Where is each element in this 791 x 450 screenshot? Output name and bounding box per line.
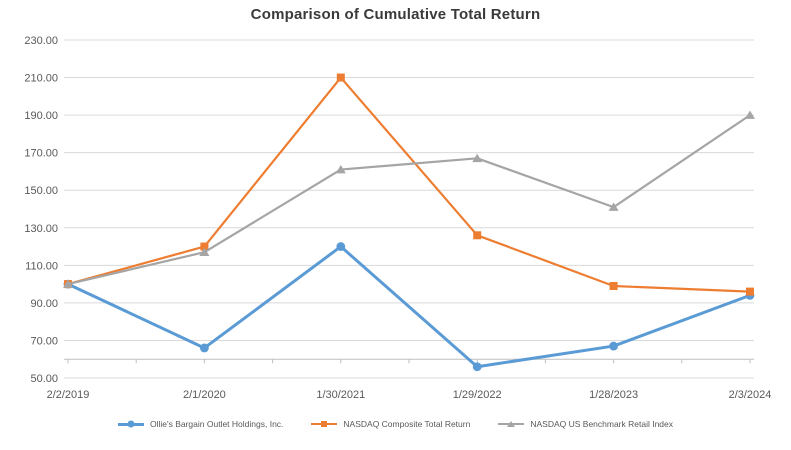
marker-circle <box>336 242 346 251</box>
marker-circle <box>472 362 482 372</box>
legend-item: NASDAQ US Benchmark Retail Index <box>498 419 673 429</box>
legend-label: Ollie's Bargain Outlet Holdings, Inc. <box>149 419 284 429</box>
y-tick-label: 170.00 <box>24 148 58 160</box>
x-tick-label: 1/30/2021 <box>316 389 365 401</box>
legend-marker-circle <box>127 420 135 428</box>
marker-square <box>746 287 754 296</box>
series-2 <box>64 73 754 296</box>
legend-label: NASDAQ Composite Total Return <box>343 419 471 429</box>
series-line <box>67 76 751 293</box>
series-line <box>67 245 751 369</box>
y-tick-label: 210.00 <box>24 73 58 85</box>
x-tick-label: 2/1/2020 <box>183 389 226 401</box>
marker-circle <box>200 343 209 353</box>
series-3 <box>63 110 755 288</box>
legend-swatch-triangle <box>498 420 525 429</box>
legend-label: NASDAQ US Benchmark Retail Index <box>530 419 674 429</box>
legend-marker-triangle <box>507 421 516 427</box>
marker-circle <box>609 341 618 351</box>
x-tick-label: 2/2/2019 <box>47 389 90 401</box>
marker-triangle <box>335 164 346 174</box>
marker-triangle <box>472 153 483 163</box>
legend-swatch-square <box>311 420 338 429</box>
chart-legend: Ollie's Bargain Outlet Holdings, Inc. NAS… <box>0 419 791 429</box>
x-tick-label: 1/28/2023 <box>589 389 638 401</box>
y-tick-label: 130.00 <box>24 223 58 235</box>
legend-marker-square <box>321 421 328 427</box>
legend-item: Ollie's Bargain Outlet Holdings, Inc. <box>117 419 284 429</box>
y-tick-label: 230.00 <box>24 35 58 47</box>
marker-triangle <box>199 247 210 256</box>
plot-area: 230.00 210.00 190.00 170.00 150.00 130.00 110.… <box>24 35 772 401</box>
y-tick-label: 90.00 <box>30 298 58 310</box>
legend-item: NASDAQ Composite Total Return <box>311 419 470 429</box>
y-tick-label: 110.00 <box>25 260 58 272</box>
marker-triangle <box>608 202 619 211</box>
marker-square <box>609 281 618 290</box>
y-tick-label: 150.00 <box>24 185 58 197</box>
marker-square <box>200 242 209 251</box>
x-tick-label: 1/29/2022 <box>453 389 502 401</box>
y-tick-label: 50.00 <box>30 373 58 385</box>
y-tick-label: 190.00 <box>24 110 58 122</box>
y-tick-label: 70.00 <box>30 335 58 347</box>
marker-square <box>473 231 482 240</box>
x-tick-label: 2/3/2024 <box>729 389 772 401</box>
legend-swatch-circle <box>117 420 144 429</box>
marker-triangle <box>745 110 755 119</box>
marker-triangle <box>63 279 73 288</box>
series-line <box>67 114 751 286</box>
marker-square <box>336 73 345 82</box>
chart-title: Comparison of Cumulative Total Return <box>250 6 541 23</box>
